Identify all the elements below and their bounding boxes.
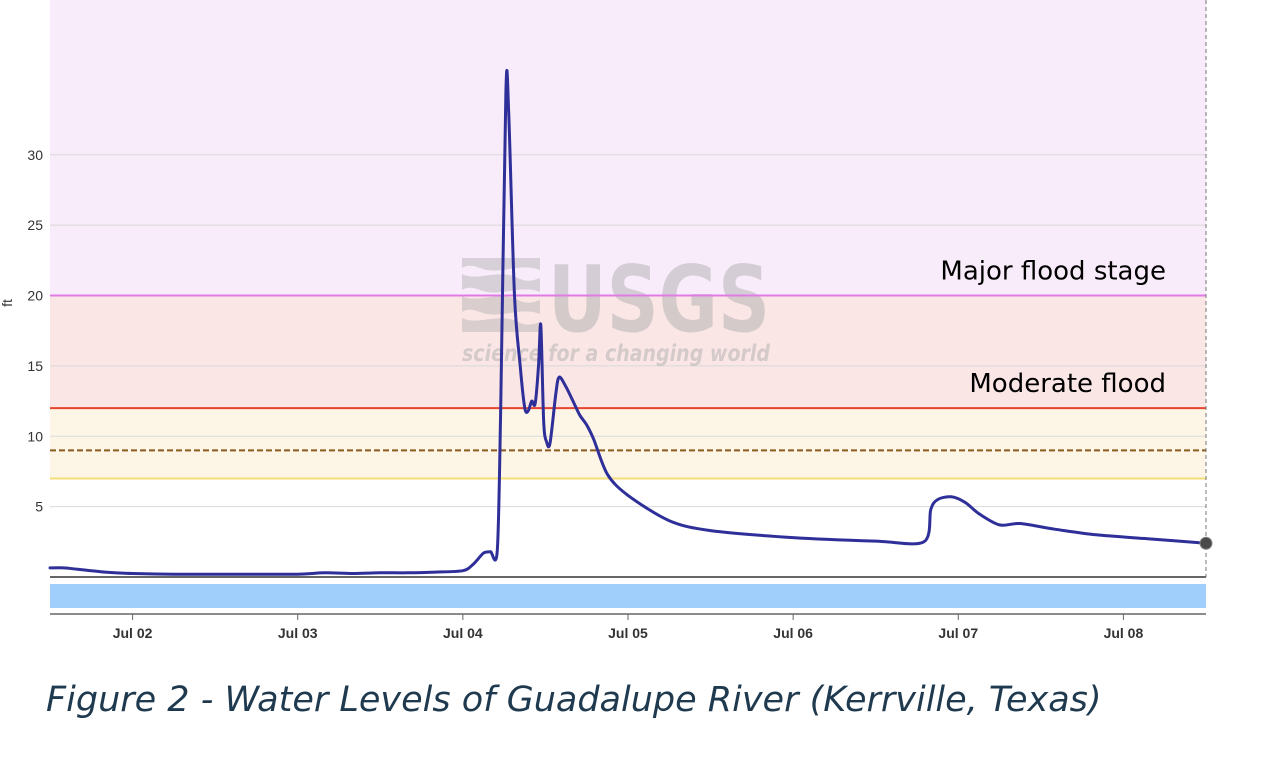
data-point-11 [380, 572, 381, 573]
latest-value-marker [1199, 536, 1213, 550]
usgs-tagline-text: science for a changing world [462, 341, 770, 367]
data-point-8 [297, 574, 298, 575]
data-point-3 [105, 572, 106, 573]
data-point-35 [566, 387, 567, 388]
data-point-45 [875, 541, 876, 542]
data-point-44 [793, 537, 794, 538]
data-point-21 [508, 112, 509, 113]
water-level-chart: USGS science for a changing world Major … [0, 0, 1213, 641]
data-point-4 [132, 573, 133, 574]
data-point-10 [352, 573, 353, 574]
data-point-6 [215, 574, 216, 575]
data-point-1 [63, 567, 64, 568]
data-point-24 [524, 408, 525, 409]
data-point-19 [500, 408, 501, 409]
data-point-27 [535, 403, 536, 404]
figure-caption: Figure 2 - Water Levels of Guadalupe Riv… [46, 680, 1102, 720]
data-point-36 [573, 401, 574, 402]
data-point-17 [490, 551, 491, 552]
data-point-5 [173, 574, 174, 575]
y-axis-label: ft [0, 299, 15, 307]
data-point-23 [520, 365, 521, 366]
usgs-logo-text: USGS [548, 246, 770, 353]
data-point-7 [256, 574, 257, 575]
stage-band-3 [50, 0, 1206, 296]
data-point-41 [628, 495, 629, 496]
data-point-31 [546, 441, 547, 442]
flood-stage-bands [50, 0, 1206, 577]
flood-threshold-lines: Major flood stage Moderate flood [50, 257, 1206, 480]
y-tick-label: 15 [27, 358, 43, 374]
data-point-50 [965, 502, 966, 503]
stage-band-2 [50, 295, 1206, 409]
stage-band-0 [50, 478, 1206, 577]
data-point-14 [462, 570, 463, 571]
x-tick-label: Jul 03 [278, 625, 318, 641]
data-point-33 [555, 394, 556, 395]
y-tick-label: 25 [27, 217, 43, 233]
data-point-28 [538, 365, 539, 366]
horizontal-gridlines [50, 154, 1206, 508]
data-point-29 [540, 325, 541, 326]
y-tick-label: 20 [27, 288, 43, 304]
x-tick-label: Jul 02 [113, 625, 153, 641]
data-point-40 [607, 474, 608, 475]
data-point-48 [937, 499, 938, 500]
x-tick-label: Jul 08 [1104, 625, 1144, 641]
y-axis: 5 10 15 20 25 30 ft [0, 147, 43, 515]
x-tick-label: Jul 06 [773, 625, 813, 641]
data-point-56 [1151, 539, 1152, 540]
y-tick-label: 5 [35, 499, 43, 515]
y-tick-label: 10 [27, 428, 43, 444]
data-point-0 [50, 567, 51, 568]
data-point-55 [1095, 534, 1096, 535]
threshold-label-1: Moderate flood [969, 369, 1166, 399]
data-point-30 [543, 422, 544, 423]
data-point-47 [930, 509, 931, 510]
y-tick-label: 30 [27, 147, 43, 163]
data-point-20 [505, 91, 506, 92]
data-point-22 [514, 295, 515, 296]
data-point-13 [435, 572, 436, 573]
data-point-42 [669, 520, 670, 521]
series-layer [48, 69, 1213, 576]
usgs-watermark: USGS science for a changing world [462, 246, 770, 367]
data-point-46 [923, 541, 924, 542]
data-point-39 [593, 439, 594, 440]
data-point-51 [978, 513, 979, 514]
chart-axes [50, 0, 1207, 615]
data-point-53 [1020, 523, 1021, 524]
water-level-series-line [48, 69, 1208, 576]
data-point-52 [999, 524, 1000, 525]
data-point-34 [559, 377, 560, 378]
x-axis: Jul 02 Jul 03 Jul 04 Jul 05 Jul 06 Jul 07 Jul … [113, 614, 1144, 641]
stage-band-1 [50, 408, 1206, 479]
data-point-32 [550, 443, 551, 444]
data-point-25 [528, 410, 529, 411]
data-point-9 [325, 572, 326, 573]
data-point-12 [407, 572, 408, 573]
x-tick-label: Jul 04 [443, 625, 483, 641]
threshold-label-0: Major flood stage [940, 257, 1166, 287]
data-point-2 [77, 569, 78, 570]
data-point-26 [531, 401, 532, 402]
data-point-37 [579, 415, 580, 416]
data-point-38 [586, 425, 587, 426]
data-point-49 [951, 496, 952, 497]
x-tick-label: Jul 07 [938, 625, 978, 641]
data-point-43 [710, 530, 711, 531]
x-tick-label: Jul 05 [608, 625, 648, 641]
data-point-15 [473, 564, 474, 565]
data-point-16 [483, 553, 484, 554]
time-range-slider-bar [50, 584, 1206, 608]
data-point-18 [497, 550, 498, 551]
data-point-54 [1054, 529, 1055, 530]
